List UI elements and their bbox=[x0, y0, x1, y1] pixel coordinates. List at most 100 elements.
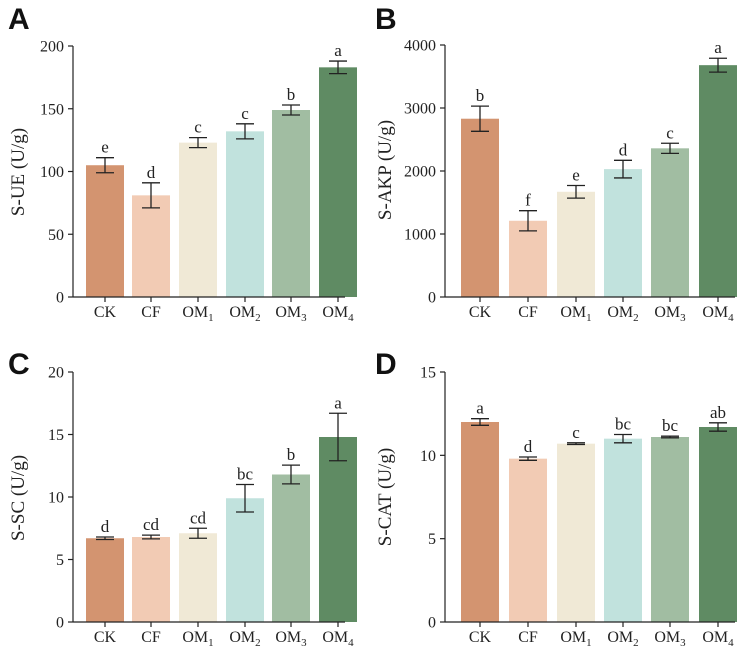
y-tick-label-3: 15 bbox=[420, 365, 436, 382]
x-tick-label-0: CK bbox=[94, 629, 117, 646]
significance-letter-4: b bbox=[287, 445, 296, 464]
y-tick-label-1: 5 bbox=[428, 531, 436, 548]
y-tick-label-1: 1000 bbox=[404, 227, 436, 244]
y-tick-label-3: 15 bbox=[48, 427, 64, 444]
panel-A: A S-UE (U/g) e CK d CF c OM1 c OM2 b OM3 a OM4 0 50 100 1… bbox=[8, 3, 357, 324]
y-tick-label-0: 0 bbox=[56, 290, 64, 307]
y-tick-label-3: 150 bbox=[40, 101, 64, 118]
x-tick-label-2: OM1 bbox=[560, 629, 591, 646]
x-tick-label-3: OM2 bbox=[607, 629, 638, 646]
significance-letter-0: b bbox=[476, 86, 485, 105]
panel-B: B S-AKP (U/g) b CK f CF e OM1 d OM2 c OM3 a OM4 0 1000 2… bbox=[375, 3, 737, 324]
panel-D: D S-CAT (U/g) a CK d CF c OM1 bc OM2 bc OM3 ab OM4 0 5 1… bbox=[375, 348, 737, 646]
significance-letter-3: c bbox=[241, 104, 249, 123]
y-tick-label-0: 0 bbox=[428, 615, 436, 632]
bar-1 bbox=[509, 458, 547, 622]
x-tick-label-3: OM2 bbox=[229, 629, 260, 646]
bar-4 bbox=[272, 110, 310, 297]
significance-letter-5: a bbox=[714, 38, 722, 57]
panel-C: C S-SC (U/g) d CK cd CF cd OM1 bc OM2 b OM3 a OM4 0 5 10… bbox=[8, 348, 357, 646]
significance-letter-4: b bbox=[287, 85, 296, 104]
y-axis-label: S-SC (U/g) bbox=[8, 455, 29, 541]
bar-4 bbox=[651, 437, 689, 622]
error-bar-1 bbox=[142, 534, 160, 540]
significance-letter-2: cd bbox=[190, 508, 207, 527]
significance-letter-1: cd bbox=[143, 515, 160, 534]
error-bar-1 bbox=[142, 182, 160, 209]
x-tick-label-1: CF bbox=[141, 629, 161, 646]
error-bar-2 bbox=[567, 442, 585, 446]
bar-5 bbox=[319, 67, 357, 298]
error-bar-2 bbox=[567, 184, 585, 199]
bar-1 bbox=[132, 537, 170, 622]
significance-letter-0: d bbox=[101, 517, 110, 536]
bar-0 bbox=[86, 538, 124, 622]
significance-letter-2: e bbox=[572, 165, 580, 184]
panel-letter: C bbox=[8, 348, 30, 381]
x-tick-label-4: OM3 bbox=[275, 304, 307, 324]
bar-5 bbox=[699, 65, 737, 297]
x-tick-label-0: CK bbox=[469, 629, 492, 646]
x-tick-label-1: CF bbox=[518, 629, 538, 646]
error-bar-3 bbox=[236, 123, 254, 140]
significance-letter-5: a bbox=[334, 393, 342, 412]
bar-2 bbox=[557, 191, 595, 297]
x-tick-label-4: OM3 bbox=[654, 304, 686, 324]
y-tick-label-2: 2000 bbox=[404, 164, 436, 181]
significance-letter-2: c bbox=[572, 423, 580, 442]
significance-letter-2: c bbox=[194, 118, 202, 137]
error-bar-2 bbox=[189, 136, 207, 149]
x-tick-label-1: CF bbox=[141, 304, 161, 321]
error-bar-1 bbox=[519, 456, 537, 461]
bar-5 bbox=[699, 427, 737, 622]
bar-3 bbox=[226, 498, 264, 622]
error-bar-0 bbox=[471, 418, 489, 426]
bar-5 bbox=[319, 437, 357, 622]
bar-4 bbox=[272, 474, 310, 622]
error-bar-3 bbox=[236, 483, 254, 513]
x-tick-label-5: OM4 bbox=[322, 304, 354, 324]
bar-3 bbox=[226, 131, 264, 297]
error-bar-4 bbox=[661, 142, 679, 155]
x-tick-label-1: CF bbox=[518, 304, 538, 321]
x-tick-label-4: OM3 bbox=[654, 629, 686, 646]
x-tick-label-2: OM1 bbox=[182, 629, 213, 646]
x-tick-label-5: OM4 bbox=[702, 304, 734, 324]
significance-letter-3: bc bbox=[237, 465, 254, 484]
panel-letter: D bbox=[375, 348, 397, 381]
error-bar-3 bbox=[614, 433, 632, 444]
significance-letter-1: f bbox=[525, 191, 531, 210]
error-bar-5 bbox=[329, 60, 347, 75]
error-bar-0 bbox=[96, 157, 114, 174]
x-tick-label-0: CK bbox=[94, 304, 117, 321]
error-bar-0 bbox=[471, 105, 489, 132]
x-tick-label-2: OM1 bbox=[182, 304, 213, 324]
error-bar-5 bbox=[709, 422, 727, 432]
significance-letter-1: d bbox=[147, 163, 156, 182]
y-tick-label-1: 50 bbox=[48, 227, 64, 244]
bar-0 bbox=[461, 118, 499, 298]
significance-letter-3: d bbox=[619, 140, 628, 159]
bar-2 bbox=[557, 443, 595, 622]
x-tick-label-3: OM2 bbox=[229, 304, 260, 324]
y-tick-label-4: 20 bbox=[48, 365, 64, 382]
y-tick-label-4: 200 bbox=[40, 39, 64, 56]
significance-letter-5: ab bbox=[710, 403, 726, 422]
y-tick-label-2: 10 bbox=[48, 490, 64, 507]
bar-1 bbox=[509, 220, 547, 297]
y-tick-label-4: 4000 bbox=[404, 38, 436, 55]
y-tick-label-0: 0 bbox=[428, 290, 436, 307]
x-tick-label-3: OM2 bbox=[607, 304, 638, 324]
x-tick-label-5: OM4 bbox=[702, 629, 734, 646]
y-tick-label-2: 10 bbox=[420, 448, 436, 465]
significance-letter-5: a bbox=[334, 41, 342, 60]
y-tick-label-0: 0 bbox=[56, 615, 64, 632]
significance-letter-3: bc bbox=[615, 415, 632, 434]
y-tick-label-3: 3000 bbox=[404, 101, 436, 118]
significance-letter-0: a bbox=[476, 399, 484, 418]
error-bar-1 bbox=[519, 210, 537, 232]
bar-3 bbox=[604, 169, 642, 297]
x-tick-label-5: OM4 bbox=[322, 629, 354, 646]
error-bar-5 bbox=[329, 412, 347, 462]
